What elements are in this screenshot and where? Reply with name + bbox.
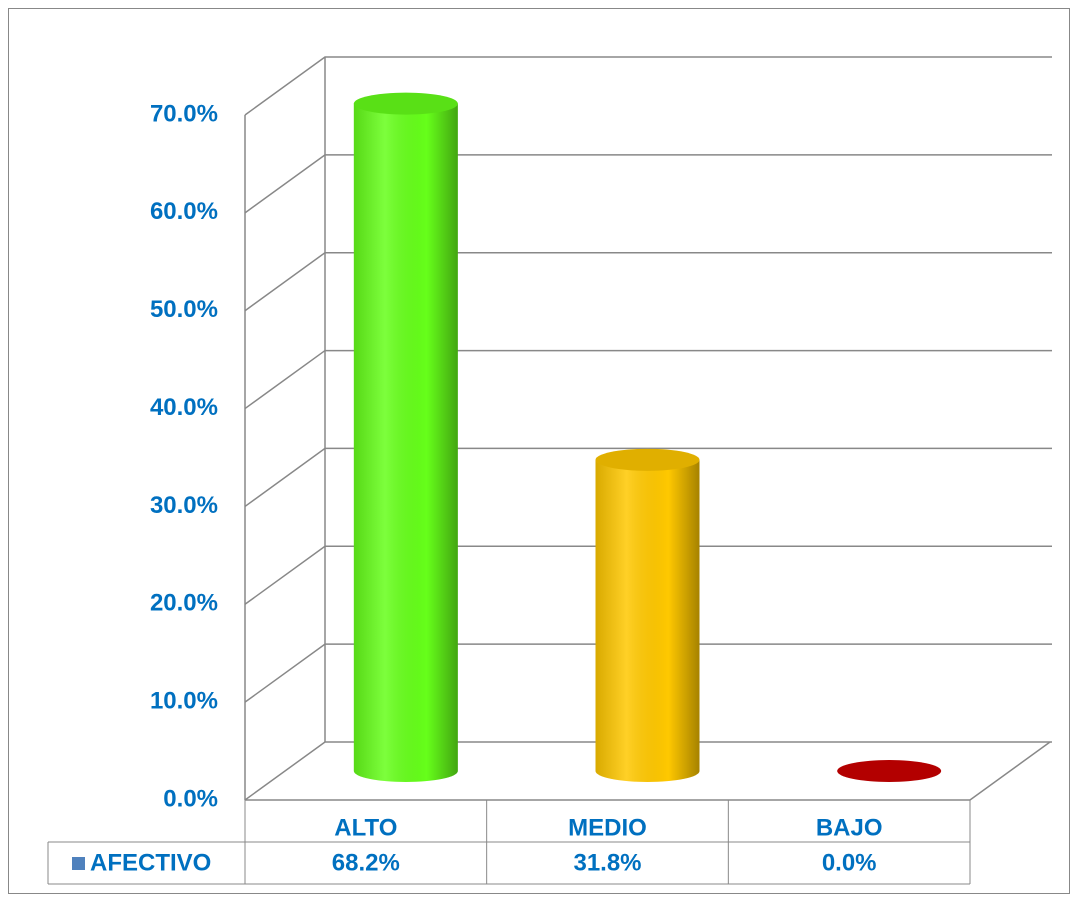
y-tick-label: 60.0% (150, 198, 218, 225)
grid-line (244, 643, 1052, 703)
grid-line (244, 447, 1052, 508)
y-tick-label: 70.0% (150, 100, 218, 127)
chart-border (8, 8, 1070, 894)
cylinder-shade (353, 103, 458, 782)
y-tick-label: 50.0% (150, 296, 218, 323)
grid-line (244, 545, 1052, 605)
table-value: 31.8% (573, 849, 641, 876)
grid-line (244, 251, 1052, 312)
y-tick-label: 10.0% (150, 687, 218, 714)
x-tick-label: MEDIO (568, 814, 647, 841)
grid-line (244, 349, 1052, 410)
y-tick-label: 40.0% (150, 394, 218, 421)
y-tick-label: 20.0% (150, 590, 218, 617)
cylinder-top (837, 760, 942, 782)
cylinder-top-shade (595, 448, 700, 471)
table-value: 68.2% (332, 849, 400, 876)
cylinder-top-shade (837, 760, 942, 782)
x-tick-label: BAJO (816, 814, 883, 841)
cylinder-top (595, 448, 700, 471)
legend-label: AFECTIVO (90, 849, 211, 876)
cylinder-top-shade (353, 92, 458, 115)
cylinder-top (353, 92, 458, 115)
grid-line (244, 154, 1052, 214)
legend-key (72, 857, 85, 870)
y-tick-label: 0.0% (163, 785, 218, 812)
grid-line (244, 56, 1052, 116)
table-value: 0.0% (822, 849, 877, 876)
grid-line (244, 741, 1052, 801)
y-tick-label: 30.0% (150, 492, 218, 519)
x-tick-label: ALTO (334, 814, 397, 841)
cylinder-shade (595, 459, 700, 782)
